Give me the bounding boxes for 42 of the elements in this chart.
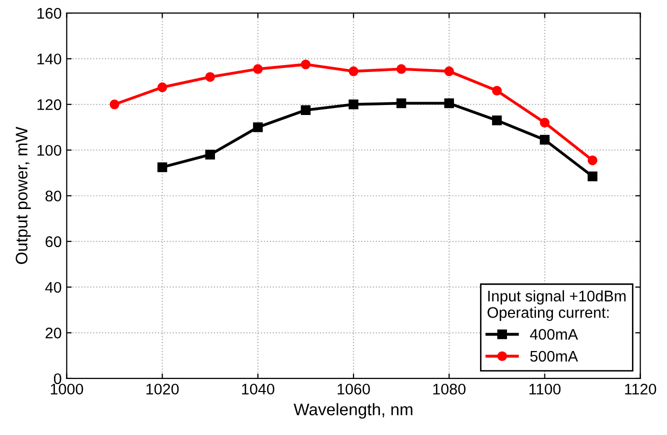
point [444,98,454,108]
y-tick-label: 160 [38,8,62,19]
x-tick-label: 1060 [338,384,370,395]
point [492,86,502,96]
point [396,64,406,74]
point [110,100,120,110]
x-tick-label: 1100 [529,384,561,395]
y-tick-label: 60 [46,236,62,248]
y-tick-label: 0 [54,373,62,384]
point [588,171,598,182]
point [348,66,358,76]
y-tick-label: 120 [38,99,62,110]
legend-label: 500mA [530,350,578,362]
x-tick-label: 1040 [242,384,274,395]
y-tick-label: 80 [46,190,62,202]
point [348,100,358,110]
x-tick-label: 1080 [433,384,466,395]
y-axis-title: Output power, mW [16,126,31,264]
y-tick-label: 40 [45,282,62,293]
point [157,162,168,172]
point [492,116,502,126]
point [444,66,454,76]
point [157,82,168,92]
legend-title: Input signal +10dBm Operating current: [488,290,626,321]
y-tick-label: 20 [46,328,62,338]
point [540,118,550,128]
point [396,98,406,108]
x-axis-title: Wavelength, nm [294,403,412,419]
x-tick-label: 1020 [146,384,179,395]
x-tick-label: 1000 [50,384,84,395]
point [540,134,550,145]
y-tick-label: 100 [38,144,62,156]
y-tick-label: 140 [38,54,62,64]
point [253,122,263,132]
legend-label: 400mA [530,328,578,340]
point [300,60,311,70]
point [588,155,598,166]
point [205,150,215,160]
point [205,72,215,82]
point [300,105,311,115]
x-tick-label: 1120 [625,384,656,395]
point [253,64,263,74]
